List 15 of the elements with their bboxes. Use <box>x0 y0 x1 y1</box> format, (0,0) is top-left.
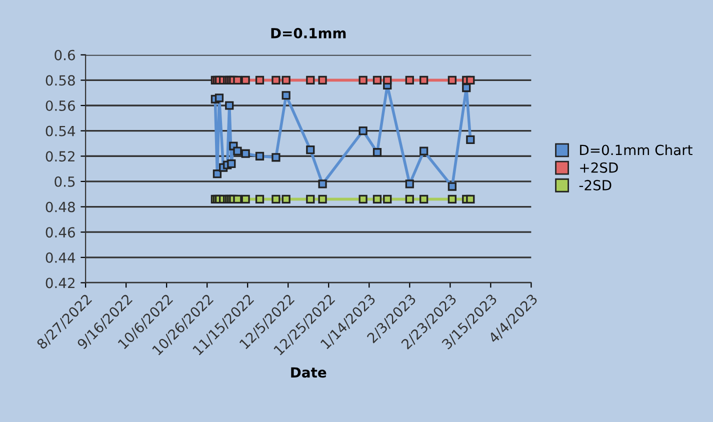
y-tick-label: 0.42 <box>46 278 74 288</box>
y-tick-label: 0.52 <box>46 151 74 162</box>
legend-label: -2SD <box>579 180 612 190</box>
y-tick-label: 0.58 <box>46 75 75 86</box>
y-tick-label: 0.48 <box>46 202 75 212</box>
y-tick-label: 0.44 <box>46 252 76 263</box>
legend-label: +2SD <box>580 162 618 173</box>
legend-label: D=0.1mm Chart <box>580 144 692 156</box>
y-tick-label: 0.54 <box>46 126 76 136</box>
y-tick-label: 0.6 <box>54 50 75 60</box>
chart-title: D=0.1mm <box>271 28 346 38</box>
x-axis-title: Date <box>291 367 326 378</box>
y-tick-label: 0.56 <box>46 100 75 111</box>
y-tick-label: 0.46 <box>46 227 75 238</box>
y-tick-label: 0.5 <box>54 176 75 187</box>
